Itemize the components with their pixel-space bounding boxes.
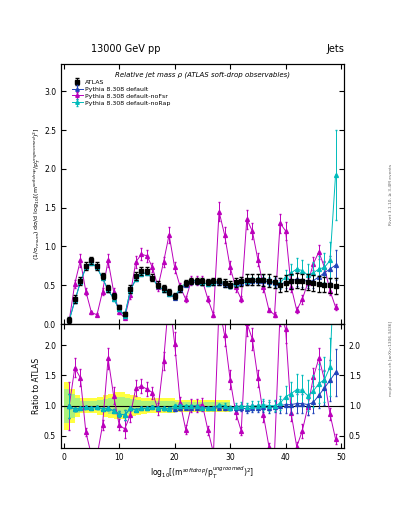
Y-axis label: (1/σ$_{resum}$) dσ/d log$_{10}$[(m$^{soft drop}$/p$_T^{ungroomed}$)$^2$]: (1/σ$_{resum}$) dσ/d log$_{10}$[(m$^{sof…	[31, 128, 42, 260]
Text: 13000 GeV pp: 13000 GeV pp	[91, 44, 160, 54]
Text: mcplots.cern.ch [arXiv:1306.3436]: mcplots.cern.ch [arXiv:1306.3436]	[389, 321, 393, 396]
Text: Relative jet mass ρ (ATLAS soft-drop observables): Relative jet mass ρ (ATLAS soft-drop obs…	[115, 72, 290, 78]
Text: Rivet 3.1.10, ≥ 3.4M events: Rivet 3.1.10, ≥ 3.4M events	[389, 164, 393, 225]
X-axis label: log$_{10}$[(m$^{soft drop}$/p$_T^{ungroomed}$)$^2$]: log$_{10}$[(m$^{soft drop}$/p$_T^{ungroo…	[150, 464, 255, 481]
Legend: ATLAS, Pythia 8.308 default, Pythia 8.308 default-noFsr, Pythia 8.308 default-no: ATLAS, Pythia 8.308 default, Pythia 8.30…	[70, 77, 173, 108]
Y-axis label: Ratio to ATLAS: Ratio to ATLAS	[32, 358, 41, 414]
Text: Jets: Jets	[326, 44, 344, 54]
